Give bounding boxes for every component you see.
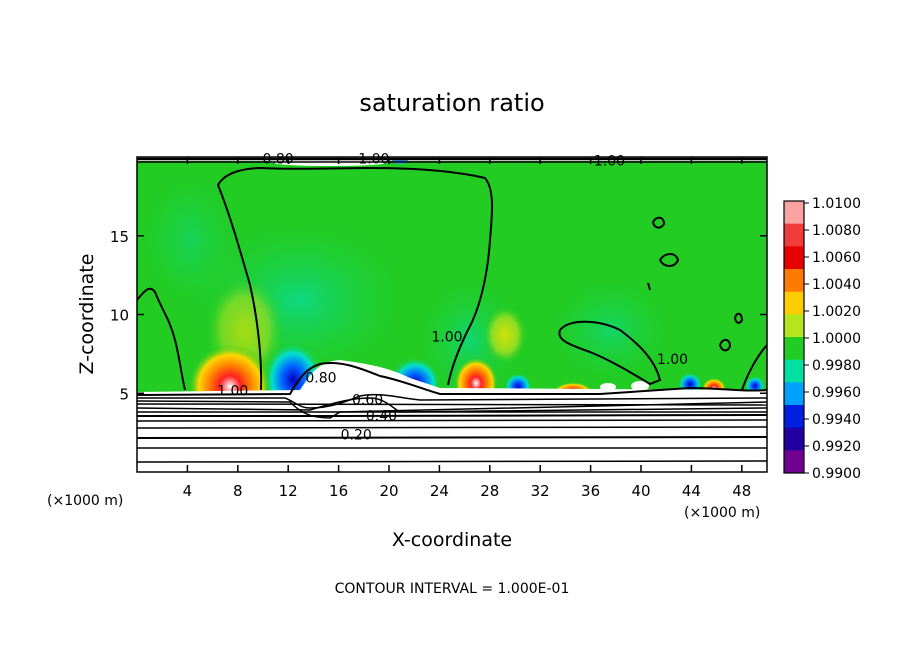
contour-line <box>216 166 494 391</box>
contour-line <box>718 338 732 352</box>
y-tick-label: 10 <box>110 307 129 325</box>
y-tick-label: 5 <box>119 385 129 403</box>
contour-line <box>137 397 767 413</box>
contour-line <box>558 320 662 386</box>
x-axis-label: X-coordinate <box>392 529 512 551</box>
colorbar-level-label: 1.0000 <box>812 331 861 347</box>
x-axis-ticks: 4 8 12 16 20 24 28 32 36 40 44 48 <box>183 157 751 500</box>
contour-line <box>137 436 767 439</box>
contour-label: 0.80 <box>263 152 294 168</box>
y-axis-label: Z-coordinate <box>76 254 98 375</box>
colorbar: 1.0100 1.0080 1.0060 1.0040 1.0020 1.0000 0.99… <box>783 196 861 482</box>
contour-label: 0.60 <box>352 393 383 409</box>
contour-label: 1.00 <box>217 383 248 399</box>
x-tick-label: 48 <box>732 482 751 500</box>
contour-label: 1.00 <box>358 152 389 168</box>
contour-label: 1.00 <box>594 153 625 169</box>
colorbar-level-label: 1.0020 <box>812 304 861 320</box>
contour-lines <box>137 157 767 463</box>
contour-line <box>658 253 680 267</box>
contour-label: 0.40 <box>366 408 397 424</box>
colorbar-frame <box>783 200 805 474</box>
x-tick-label: 36 <box>581 482 600 500</box>
x-tick-label: 40 <box>631 482 650 500</box>
contour-line <box>137 419 767 422</box>
colorbar-level-label: 1.0100 <box>812 196 861 212</box>
field-blue-anomaly <box>745 374 765 394</box>
contour-label: 1.00 <box>431 330 462 346</box>
colorbar-level-label: 0.9940 <box>812 412 861 428</box>
y-axis-ticks: 5 10 15 <box>110 228 767 403</box>
contour-line <box>137 414 767 417</box>
y-tick-label: 15 <box>110 228 129 246</box>
contour-line <box>651 216 666 229</box>
colorbar-swatch <box>784 382 804 406</box>
x-unit-right: (×1000 m) <box>684 505 760 521</box>
x-tick-label: 28 <box>480 482 499 500</box>
field-subsaturated-patch <box>631 381 649 391</box>
colorbar-level-label: 0.9900 <box>812 466 861 482</box>
colorbar-swatch <box>784 201 804 225</box>
colorbar-swatch <box>784 269 804 293</box>
contour-line <box>741 344 767 391</box>
colorbar-swatch <box>784 223 804 247</box>
contour-line <box>647 282 651 291</box>
contour-line <box>137 287 186 391</box>
field-yellow-patch <box>483 305 527 365</box>
x-tick-label: 24 <box>430 482 449 500</box>
contour-label: 1.00 <box>657 352 688 368</box>
colorbar-swatch <box>784 337 804 361</box>
colorbar-level-label: 1.0060 <box>812 250 861 266</box>
x-tick-label: 20 <box>379 482 398 500</box>
colorbar-swatch <box>784 359 804 383</box>
colorbar-swatch <box>784 291 804 315</box>
field-subsaturated-patch <box>600 383 616 391</box>
field-cyan-patch <box>540 270 680 390</box>
x-tick-label: 16 <box>329 482 348 500</box>
contour-line <box>137 400 767 419</box>
chart-title: saturation ratio <box>359 89 544 117</box>
colorbar-swatch <box>784 427 804 451</box>
colorbar-swatch <box>784 246 804 270</box>
colorbar-level-label: 0.9980 <box>812 358 861 374</box>
contour-line <box>137 460 767 463</box>
x-tick-label: 8 <box>233 482 243 500</box>
colorbar-swatch <box>784 450 804 474</box>
x-unit-left: (×1000 m) <box>47 493 123 509</box>
x-tick-label: 12 <box>279 482 298 500</box>
contour-label: 0.80 <box>305 371 336 387</box>
colorbar-level-label: 0.9920 <box>812 439 861 455</box>
field-cyan-patch <box>137 160 250 320</box>
contour-line <box>137 403 767 406</box>
x-tick-label: 32 <box>531 482 550 500</box>
contour-line <box>137 426 767 429</box>
contour-line <box>137 362 767 396</box>
x-tick-label: 44 <box>682 482 701 500</box>
x-tick-label: 4 <box>183 482 193 500</box>
contour-label: 0.20 <box>341 427 372 443</box>
contour-labels: 0.80 1.00 1.00 1.00 1.00 1.00 0.80 0.600.40 0.20 <box>217 152 688 444</box>
contour-line <box>733 312 744 324</box>
colorbar-swatch <box>784 314 804 338</box>
colorbar-level-label: 1.0080 <box>812 223 861 239</box>
colorbar-level-label: 0.9960 <box>812 385 861 401</box>
colorbar-swatch <box>784 405 804 429</box>
colorbar-level-label: 1.0040 <box>812 277 861 293</box>
contour-interval-note: CONTOUR INTERVAL = 1.000E-01 <box>335 581 570 597</box>
